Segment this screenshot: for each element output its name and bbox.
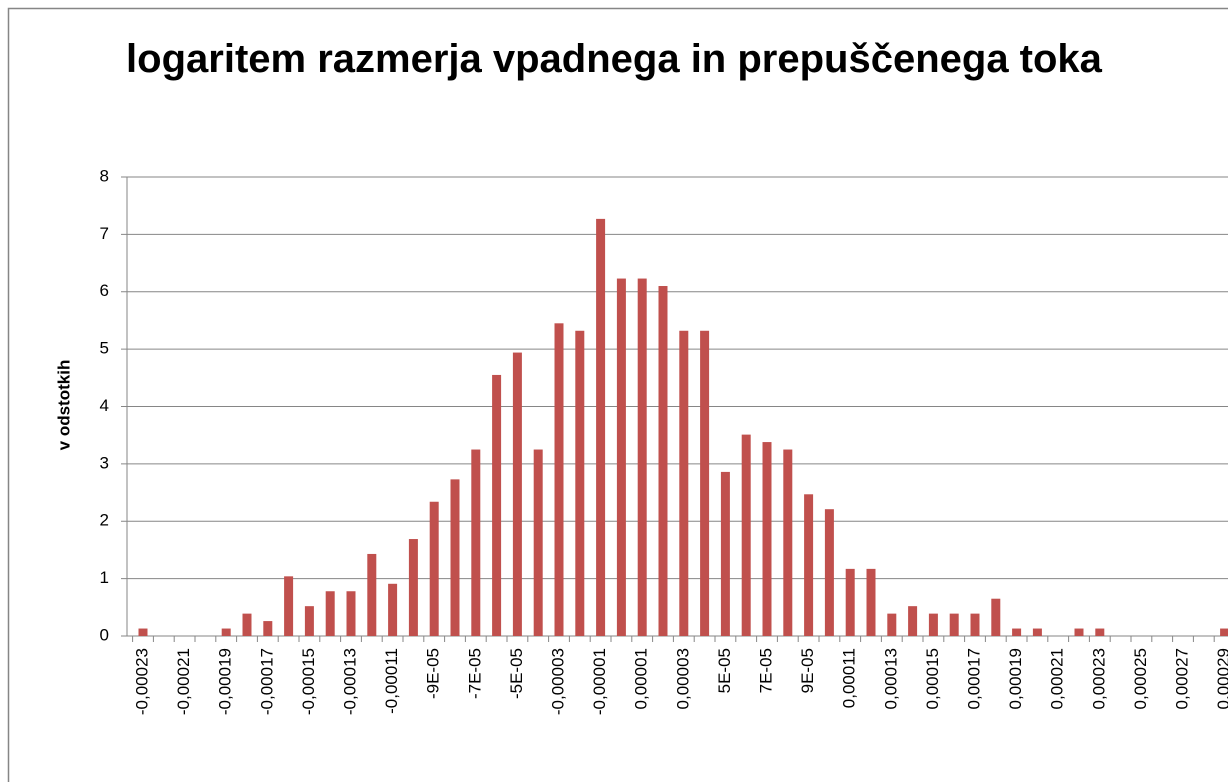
x-tick-label: -0,00011 xyxy=(382,648,401,714)
bar xyxy=(367,553,377,636)
bar xyxy=(824,509,834,636)
y-tick-label: 8 xyxy=(100,166,109,185)
x-tick-label: 9E-05 xyxy=(798,648,817,693)
bar xyxy=(908,606,918,636)
bar xyxy=(804,494,814,636)
bar xyxy=(429,501,439,636)
x-tick-label: 5E-05 xyxy=(715,648,734,693)
bar xyxy=(221,628,231,636)
x-tick-label: 0,00021 xyxy=(1048,648,1067,709)
x-tick-label: -7E-05 xyxy=(465,648,484,699)
bar xyxy=(1012,628,1022,636)
bar xyxy=(762,442,772,636)
x-tick-label: -0,00019 xyxy=(216,648,235,715)
bar xyxy=(304,606,314,636)
x-tick-label: 0,00023 xyxy=(1089,648,1108,709)
x-tick-label: 0,00027 xyxy=(1172,648,1191,709)
chart-title: logaritem razmerja vpadnega in prepuščen… xyxy=(126,37,1102,81)
y-tick-label: 3 xyxy=(100,453,109,472)
bar xyxy=(408,539,418,636)
bar xyxy=(970,613,980,636)
bar xyxy=(284,576,294,636)
bar xyxy=(741,434,751,636)
x-tick-label: 0,00029 xyxy=(1214,648,1228,709)
bar xyxy=(263,621,273,636)
bar xyxy=(471,449,481,636)
bar xyxy=(1220,628,1228,636)
bar xyxy=(596,218,606,637)
x-tick-label: -0,00017 xyxy=(257,648,276,715)
y-tick-label: 0 xyxy=(100,625,109,644)
bar xyxy=(1095,628,1105,636)
x-tick-label: 0,00017 xyxy=(964,648,983,709)
bar xyxy=(949,613,959,636)
x-tick-label: -5E-05 xyxy=(507,648,526,699)
bar xyxy=(1074,628,1084,636)
y-tick-label: 5 xyxy=(100,339,109,358)
bar xyxy=(388,583,398,636)
x-tick-label: -0,00021 xyxy=(174,648,193,715)
y-tick-label: 2 xyxy=(100,511,109,530)
x-tick-label: 0,00001 xyxy=(632,648,651,709)
y-tick-label: 6 xyxy=(100,281,109,300)
bar xyxy=(242,613,252,636)
x-tick-label: -0,00023 xyxy=(132,648,151,715)
bar xyxy=(866,568,876,636)
bar xyxy=(720,471,730,636)
bar xyxy=(554,323,564,636)
y-axis-label: v odstotkih xyxy=(54,360,73,451)
x-tick-label: 0,00013 xyxy=(881,648,900,709)
bar xyxy=(450,479,460,636)
bar xyxy=(679,330,689,636)
x-tick-label: -0,00001 xyxy=(590,648,609,715)
bar xyxy=(512,352,522,636)
x-tick-label: 7E-05 xyxy=(756,648,775,693)
x-tick-label: 0,00003 xyxy=(673,648,692,709)
y-tick-label: 1 xyxy=(100,568,109,587)
bar xyxy=(492,374,502,636)
bar xyxy=(700,330,710,636)
bar xyxy=(138,628,148,636)
bar xyxy=(1032,628,1042,636)
bar xyxy=(928,613,938,636)
bar xyxy=(325,591,335,636)
bar xyxy=(616,278,626,636)
x-tick-label: -0,00013 xyxy=(340,648,359,715)
y-tick-label: 4 xyxy=(100,396,109,415)
bar xyxy=(845,568,855,636)
bar xyxy=(887,613,897,636)
x-tick-label: 0,00011 xyxy=(840,648,859,708)
bar xyxy=(575,330,585,636)
x-tick-label: -0,00003 xyxy=(548,648,567,715)
x-tick-label: -0,00015 xyxy=(299,648,318,715)
bar xyxy=(658,286,668,636)
chart-border xyxy=(7,7,1228,782)
bar xyxy=(533,449,543,636)
bar xyxy=(637,278,647,636)
y-tick-label: 7 xyxy=(100,224,109,243)
x-tick-label: 0,00025 xyxy=(1131,648,1150,709)
x-tick-label: 0,00019 xyxy=(1006,648,1025,709)
bar xyxy=(991,598,1001,636)
x-tick-label: -9E-05 xyxy=(424,648,443,699)
bar xyxy=(783,449,793,636)
x-tick-label: 0,00015 xyxy=(923,648,942,709)
bar xyxy=(346,591,356,636)
